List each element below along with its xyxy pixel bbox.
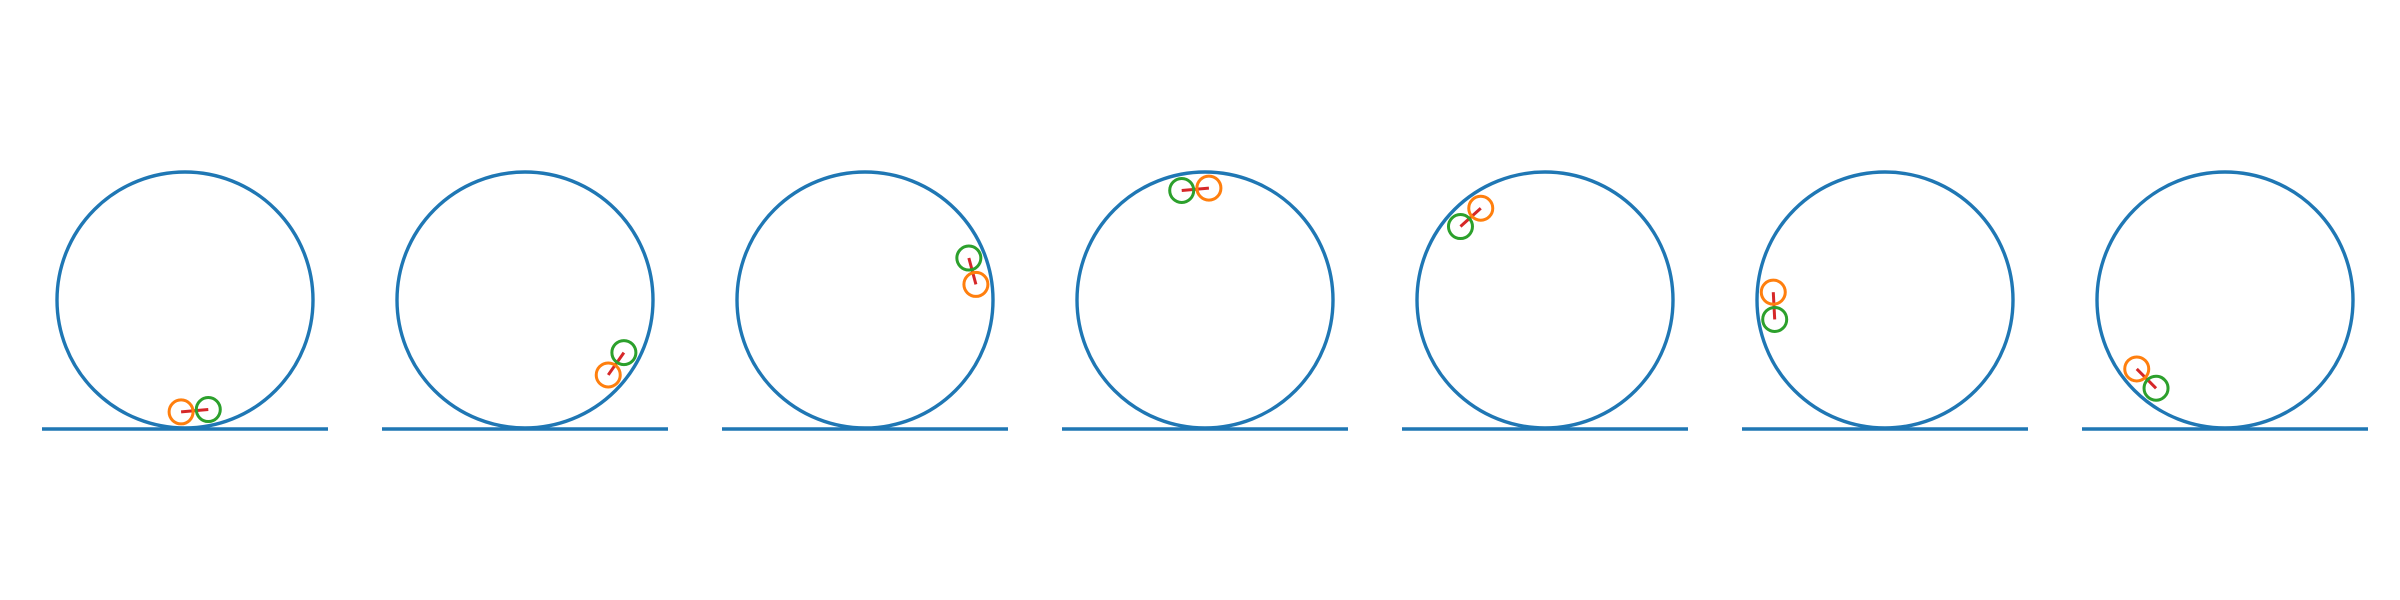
frame-6 — [1742, 170, 2028, 431]
loop-track — [1075, 170, 1335, 430]
loop-track — [1755, 170, 2015, 430]
mass-a — [962, 270, 990, 298]
frame-2 — [382, 170, 668, 431]
mass-a — [2123, 355, 2151, 383]
frames-group — [42, 170, 2368, 431]
frame-4 — [1062, 170, 1348, 431]
mass-a — [1467, 194, 1495, 222]
mass-a — [1759, 278, 1787, 306]
mass-b — [2142, 374, 2170, 402]
mass-b — [1168, 176, 1196, 204]
frame-5 — [1402, 170, 1688, 431]
connecting-rod — [967, 257, 978, 285]
frame-1 — [42, 170, 328, 431]
mass-b — [194, 396, 222, 424]
loop-track — [2095, 170, 2355, 430]
connecting-rod — [607, 351, 626, 376]
loop-track — [55, 170, 315, 430]
connecting-rod — [1771, 292, 1777, 320]
connecting-rod — [1459, 207, 1482, 228]
connecting-rod — [2135, 367, 2158, 390]
loop-track — [735, 170, 995, 430]
mass-a — [1195, 174, 1223, 202]
frame-3 — [722, 170, 1008, 431]
connecting-rod — [180, 408, 209, 414]
loop-track — [1415, 170, 1675, 430]
mass-b — [955, 244, 983, 272]
mass-a — [594, 361, 622, 389]
mass-b — [610, 339, 638, 367]
loop-track — [395, 170, 655, 430]
mass-b — [1446, 213, 1474, 241]
connecting-rod — [1181, 186, 1210, 192]
frame-7 — [2082, 170, 2368, 431]
mass-b — [1761, 305, 1789, 333]
mass-a — [167, 398, 195, 426]
